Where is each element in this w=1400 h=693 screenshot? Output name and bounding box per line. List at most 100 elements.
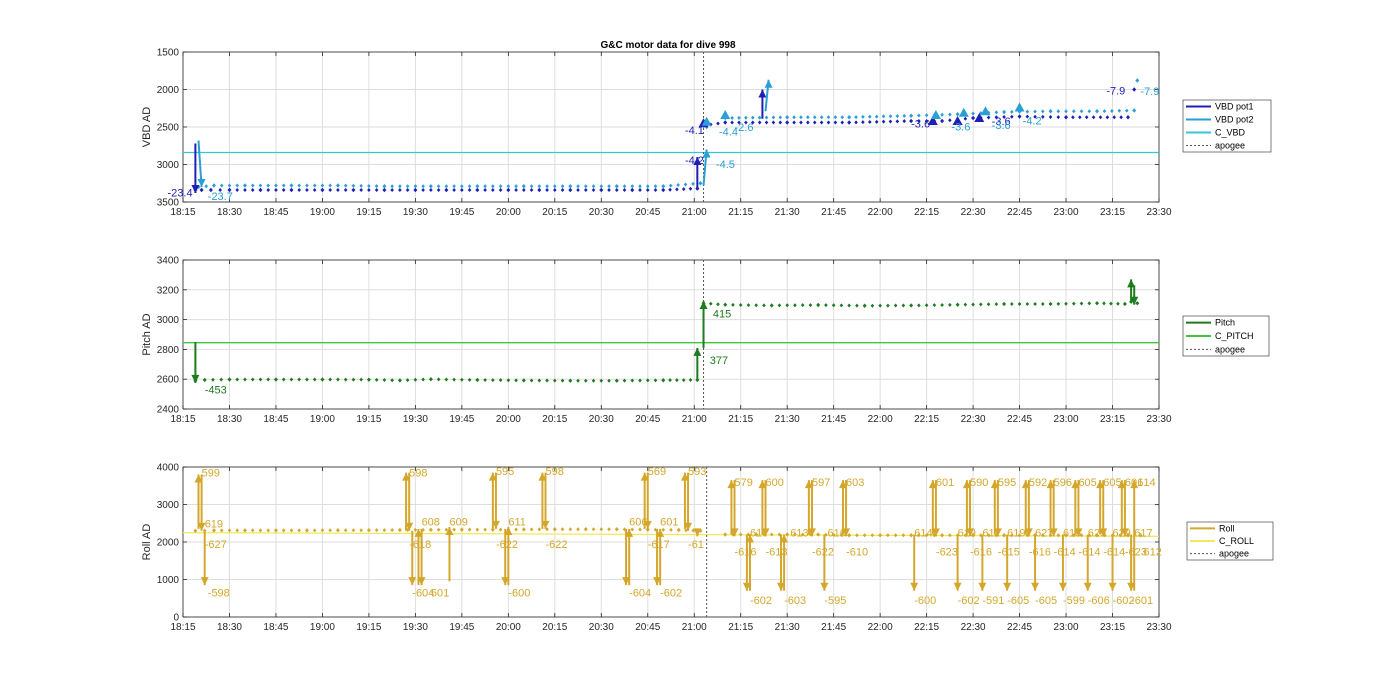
- legend-label: Pitch: [1215, 318, 1235, 328]
- data-point: [281, 528, 286, 533]
- data-point: [202, 377, 207, 383]
- data-point: [429, 188, 433, 192]
- data-point: [816, 532, 821, 537]
- value-annotation: 415: [713, 309, 731, 321]
- data-point: [328, 528, 332, 533]
- data-point: [1002, 301, 1007, 307]
- data-point: [868, 114, 872, 119]
- marker-triangle: [958, 107, 969, 117]
- data-point: [583, 527, 588, 532]
- data-point: [273, 377, 278, 382]
- move-arrow-head: [402, 472, 411, 481]
- value-annotation: 617: [1134, 528, 1152, 540]
- data-point: [1095, 533, 1100, 538]
- data-point: [467, 188, 472, 192]
- move-arrow-head: [1074, 528, 1083, 537]
- move-arrow-head: [764, 79, 773, 88]
- data-point: [948, 533, 952, 538]
- data-point: [552, 527, 557, 532]
- data-point: [730, 115, 734, 120]
- data-point: [955, 112, 960, 117]
- x-tick-label: 19:45: [449, 414, 474, 425]
- x-tick-label: 22:00: [868, 622, 893, 633]
- data-point: [390, 184, 394, 189]
- move-arrow-head: [538, 472, 547, 481]
- value-annotation: 595: [496, 466, 514, 478]
- data-point: [1095, 109, 1100, 114]
- data-point: [1138, 533, 1143, 538]
- x-tick-label: 22:45: [1007, 622, 1032, 633]
- value-annotation: -602: [1113, 595, 1135, 607]
- move-arrow-head: [699, 300, 708, 309]
- data-point: [909, 113, 914, 118]
- x-tick-label: 23:30: [1146, 622, 1171, 633]
- data-point: [199, 187, 204, 193]
- data-point: [1132, 108, 1137, 113]
- data-point: [483, 184, 487, 189]
- data-point: [819, 120, 824, 125]
- data-point: [1064, 115, 1069, 120]
- data-point: [250, 528, 255, 533]
- value-annotation: -453: [205, 385, 227, 397]
- data-point: [1079, 301, 1084, 306]
- move-arrow-head: [776, 582, 785, 591]
- data-point: [305, 377, 309, 382]
- value-annotation: 606: [629, 516, 647, 528]
- data-point: [812, 115, 817, 120]
- move-arrow-head: [197, 179, 206, 187]
- y-axis-label: Pitch AD: [141, 313, 153, 355]
- move-arrow-head: [702, 149, 711, 158]
- data-point: [614, 184, 619, 189]
- move-arrow-head: [541, 520, 550, 529]
- value-annotation: -614: [1078, 546, 1100, 558]
- x-tick-label: 19:30: [403, 414, 428, 425]
- data-point: [521, 527, 526, 532]
- x-tick-label: 21:15: [728, 622, 753, 633]
- data-point: [839, 303, 844, 308]
- data-point: [909, 303, 914, 308]
- data-point: [688, 186, 693, 191]
- data-point: [521, 378, 526, 383]
- data-point: [847, 120, 852, 125]
- value-annotation: -627: [205, 539, 227, 551]
- data-point: [1105, 115, 1110, 120]
- move-arrow-head: [656, 528, 665, 537]
- data-point: [778, 115, 783, 120]
- data-point: [382, 184, 387, 189]
- data-point: [1025, 114, 1030, 119]
- data-point: [1002, 533, 1007, 538]
- data-point: [444, 527, 449, 532]
- value-annotation: 608: [422, 516, 440, 528]
- value-annotation: -4.4: [719, 127, 738, 139]
- data-point: [888, 114, 893, 119]
- data-point: [932, 303, 937, 308]
- data-point: [545, 527, 549, 532]
- value-annotation: 593: [688, 466, 706, 478]
- data-point: [421, 184, 425, 189]
- y-tick-label: 4000: [157, 463, 180, 474]
- move-arrow-head: [978, 582, 987, 591]
- data-point: [193, 528, 198, 533]
- data-point: [831, 532, 836, 537]
- data-point: [421, 188, 425, 192]
- data-point: [630, 187, 635, 193]
- move-arrow-head: [501, 577, 510, 586]
- data-point: [653, 184, 658, 189]
- data-point: [320, 377, 325, 382]
- data-point: [744, 115, 748, 120]
- panel-3: 18:15 18:30 18:45 19:00 19:15 19:30 19:45 20:00…: [141, 463, 1274, 633]
- data-point: [1071, 109, 1076, 114]
- data-point: [514, 527, 518, 532]
- move-arrow-head: [1031, 582, 1040, 591]
- data-point: [1119, 115, 1123, 120]
- data-point: [831, 303, 836, 308]
- data-point: [242, 528, 247, 533]
- legend-label: apogee: [1215, 344, 1245, 354]
- data-point: [874, 119, 879, 124]
- data-point: [1079, 109, 1084, 114]
- move-arrow-head: [194, 474, 203, 483]
- x-tick-label: 23:30: [1146, 414, 1171, 425]
- move-arrow-head: [820, 582, 829, 591]
- data-point: [893, 303, 898, 308]
- data-point: [847, 303, 851, 308]
